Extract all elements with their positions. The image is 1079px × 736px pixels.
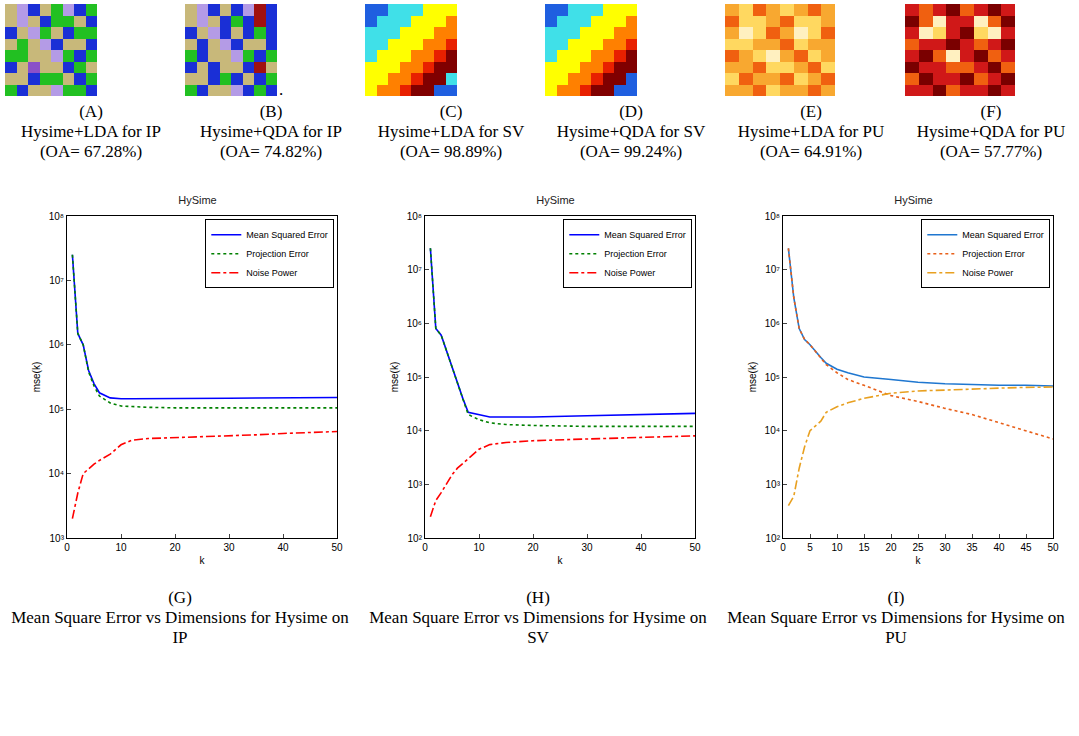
svg-text:10⁷: 10⁷	[765, 264, 780, 275]
html-text:Hysime+LDA for IP (OA= 67.28%): Hysime+LDA for IP (OA= 67.28%)	[21, 122, 161, 161]
svg-text:40: 40	[993, 542, 1005, 553]
svg-text:20: 20	[169, 542, 181, 553]
html-text:(B): (B)	[259, 102, 283, 121]
svg-text:10⁸: 10⁸	[49, 211, 64, 222]
html-text:(A): (A)	[79, 102, 103, 121]
html-text:(G): (G)	[168, 588, 192, 607]
svg-text:mse(k): mse(k)	[389, 362, 400, 393]
html-text:(E): (E)	[800, 102, 822, 121]
svg-text:45: 45	[1020, 542, 1032, 553]
svg-text:HySime: HySime	[894, 194, 933, 206]
svg-text:30: 30	[223, 542, 235, 553]
svg-text:0: 0	[422, 542, 428, 553]
svg-text:10⁸: 10⁸	[407, 211, 422, 222]
svg-text:10⁶: 10⁶	[407, 318, 422, 329]
svg-text:k: k	[558, 555, 564, 566]
svg-text:10³: 10³	[766, 479, 781, 490]
svg-text:k: k	[916, 555, 922, 566]
svg-text:10³: 10³	[408, 479, 423, 490]
html-text:Mean Square Error vs Dimension: Mean Square Error vs Dimensions for Hysi…	[11, 608, 349, 647]
svg-text:HySime: HySime	[536, 194, 575, 206]
svg-text:50: 50	[1047, 542, 1059, 553]
html-text:Hysime+QDA for SV (OA= 99.24%): Hysime+QDA for SV (OA= 99.24%)	[556, 122, 706, 161]
svg-text:30: 30	[581, 542, 593, 553]
svg-text:10: 10	[831, 542, 843, 553]
html-text:(I): (I)	[887, 588, 905, 607]
svg-text:0: 0	[780, 542, 786, 553]
svg-text:Projection Error: Projection Error	[962, 249, 1025, 259]
svg-text:Noise Power: Noise Power	[604, 268, 655, 278]
svg-text:10⁵: 10⁵	[49, 404, 64, 415]
html-text:Mean Square Error vs Dimension: Mean Square Error vs Dimensions for Hysi…	[369, 608, 707, 647]
html-text:Mean Square Error vs Dimension: Mean Square Error vs Dimensions for Hysi…	[727, 608, 1065, 647]
svg-text:mse(k): mse(k)	[747, 362, 758, 393]
svg-text:Projection Error: Projection Error	[246, 249, 309, 259]
svg-text:10²: 10²	[766, 533, 781, 544]
html-text:Hysime+LDA for PU (OA= 64.91%): Hysime+LDA for PU (OA= 64.91%)	[737, 122, 885, 161]
svg-text:20: 20	[885, 542, 897, 553]
svg-text:Mean Squared Error: Mean Squared Error	[604, 230, 686, 240]
svg-text:15: 15	[858, 542, 870, 553]
svg-text:10⁴: 10⁴	[49, 468, 64, 479]
svg-text:40: 40	[635, 542, 647, 553]
svg-text:Mean Squared Error: Mean Squared Error	[962, 230, 1044, 240]
svg-text:10⁵: 10⁵	[765, 372, 780, 383]
svg-text:50: 50	[689, 542, 701, 553]
svg-text:10⁴: 10⁴	[765, 425, 780, 436]
svg-text:10⁸: 10⁸	[765, 211, 780, 222]
html-text:Hysime+QDA for IP (OA= 74.82%): Hysime+QDA for IP (OA= 74.82%)	[200, 122, 342, 161]
svg-text:25: 25	[912, 542, 924, 553]
svg-text:10⁵: 10⁵	[407, 372, 422, 383]
svg-text:5: 5	[807, 542, 813, 553]
svg-text:10: 10	[115, 542, 127, 553]
svg-text:0: 0	[64, 542, 70, 553]
html-text:(C): (C)	[439, 102, 463, 121]
html-text:(H): (H)	[526, 588, 550, 607]
svg-text:50: 50	[331, 542, 343, 553]
svg-text:10⁴: 10⁴	[407, 425, 422, 436]
svg-text:30: 30	[939, 542, 951, 553]
svg-text:10: 10	[473, 542, 485, 553]
html-text:Hysime+LDA for SV (OA= 98.89%): Hysime+LDA for SV (OA= 98.89%)	[377, 122, 525, 161]
svg-text:10³: 10³	[50, 533, 65, 544]
svg-text:Noise Power: Noise Power	[962, 268, 1013, 278]
svg-text:10²: 10²	[408, 533, 423, 544]
svg-text:10⁷: 10⁷	[407, 264, 422, 275]
html-text:Hysime+QDA for PU (OA= 57.77%): Hysime+QDA for PU (OA= 57.77%)	[916, 122, 1066, 161]
svg-text:HySime: HySime	[178, 194, 217, 206]
svg-text:40: 40	[277, 542, 289, 553]
svg-text:Projection Error: Projection Error	[604, 249, 667, 259]
svg-text:35: 35	[966, 542, 978, 553]
svg-text:mse(k): mse(k)	[31, 362, 42, 393]
html-text:(D): (D)	[619, 102, 643, 121]
svg-text:Mean Squared Error: Mean Squared Error	[246, 230, 328, 240]
svg-text:10⁶: 10⁶	[49, 339, 64, 350]
svg-text:Noise Power: Noise Power	[246, 268, 297, 278]
html-text:(F): (F)	[980, 102, 1002, 121]
svg-text:10⁶: 10⁶	[765, 318, 780, 329]
svg-text:10⁷: 10⁷	[49, 275, 64, 286]
svg-text:20: 20	[527, 542, 539, 553]
svg-text:k: k	[200, 555, 206, 566]
